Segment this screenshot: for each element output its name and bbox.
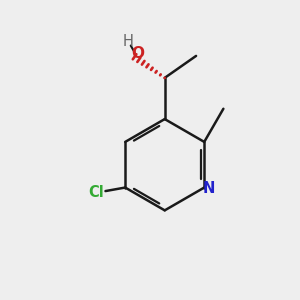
Text: O: O [131, 46, 144, 61]
Text: N: N [203, 181, 215, 196]
Text: H: H [123, 34, 134, 49]
Text: Cl: Cl [88, 185, 103, 200]
